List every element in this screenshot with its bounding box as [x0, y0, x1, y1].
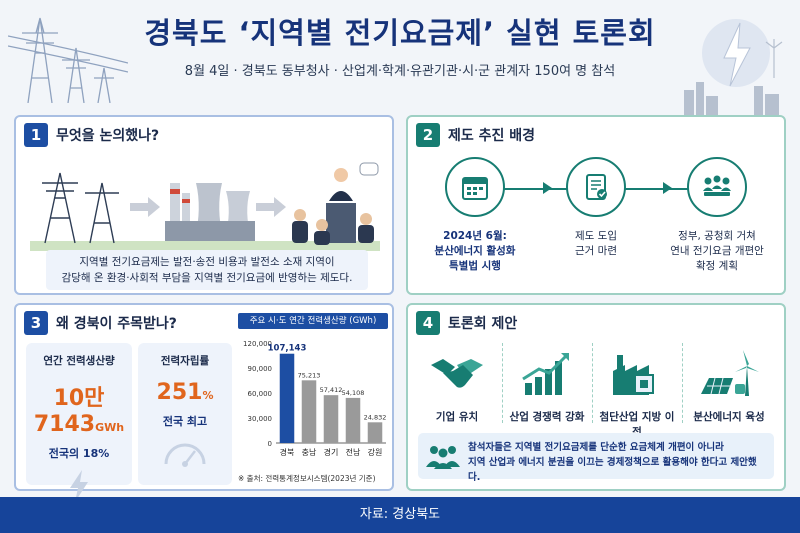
- section-header: 2 제도 추진 배경: [416, 122, 535, 148]
- power-tower-decoration: [8, 17, 128, 103]
- bar-value-label: 24,832: [364, 413, 387, 421]
- divider: [502, 343, 503, 423]
- stat-value: 251%: [138, 380, 232, 405]
- section-title: 왜 경북이 주목받나?: [56, 316, 177, 332]
- background-step: 2024년 6월: 분산에너지 활성화 특별법 시행: [420, 157, 530, 274]
- section-header: 3 왜 경북이 주목받나?: [24, 310, 177, 336]
- lightning-icon: [70, 470, 88, 502]
- bar-value-label: 75,213: [298, 371, 321, 379]
- chart-source-note: ※ 출처: 전력통계정보시스템(2023년 기준): [238, 474, 376, 483]
- x-tick-label: 경기: [324, 447, 339, 457]
- y-tick-label: 120,000: [243, 340, 272, 348]
- calendar-icon: [445, 157, 505, 217]
- proposal-label: 첨단산업 지방 이전: [599, 411, 675, 438]
- page-title: 경북도 ‘지역별 전기요금제’ 실현 토론회: [144, 16, 656, 50]
- bar-value-label: 107,143: [268, 344, 307, 354]
- section-title: 토론회 제안: [448, 316, 518, 332]
- renewable-energy-icon: [688, 343, 770, 403]
- bar: [279, 353, 295, 443]
- step-text: 정부, 공청회 거쳐 연내 전기요금 개편안 확정 계획: [670, 230, 764, 272]
- proposal-item: 산업 경쟁력 강화: [506, 343, 588, 424]
- background-step: 정부, 공청회 거쳐 연내 전기요금 개편안 확정 계획: [662, 157, 772, 274]
- section-title: 무엇을 논의했나?: [56, 128, 160, 144]
- bar: [301, 380, 317, 443]
- proposal-item: 기업 유치: [416, 343, 498, 424]
- stat-self-sufficiency: 전력자립률 251% 전국 최고: [138, 343, 232, 485]
- chart-title: 주요 시·도 연간 전력생산량 (GWh): [238, 313, 388, 329]
- x-tick-label: 전남: [346, 447, 361, 457]
- stat-number: 10만 7143: [33, 386, 105, 437]
- gauge-icon: [164, 443, 206, 467]
- bar: [367, 422, 383, 443]
- source-footer: 자료: 경상북도: [0, 497, 800, 533]
- flow-arrow: [663, 182, 672, 194]
- section-number: 2: [416, 123, 440, 147]
- stat-unit: GWh: [95, 421, 125, 434]
- stat-unit: %: [202, 389, 214, 402]
- y-tick-label: 60,000: [248, 390, 273, 398]
- proposal-item: 첨단산업 지방 이전: [596, 343, 678, 439]
- stat-label: 전력자립률: [160, 355, 210, 367]
- page-subtitle: 8월 4일 · 경북도 동부청사 · 산업계·학계·유관기관·시·군 관계자 1…: [184, 64, 616, 79]
- document-check-icon: [566, 157, 626, 217]
- stat-sub: 전국의 18%: [48, 447, 110, 460]
- stat-label: 연간 전력생산량: [43, 355, 115, 367]
- bar-value-label: 54,108: [342, 389, 365, 397]
- divider: [592, 343, 593, 423]
- description-line: 지역별 전기요금제는 발전·송전 비용과 발전소 소재 지역이: [79, 256, 335, 268]
- factory-chip-icon: [596, 343, 678, 403]
- power-plant-meeting-illustration: [30, 162, 380, 251]
- section-number: 4: [416, 311, 440, 335]
- step-text: 2024년 6월: 분산에너지 활성화 특별법 시행: [434, 230, 516, 272]
- bar-value-label: 57,412: [320, 386, 343, 394]
- section-proposals: 4 토론회 제안 기업 유치 산업 경쟁력 강화 첨단산업 지방 이전 분산에너…: [406, 303, 786, 491]
- handshake-icon: [416, 343, 498, 403]
- section-what-discussed: 1 무엇을 논의했나? 지역별 전기요금제는 발전·송전 비용과 발전소 소재 …: [14, 115, 394, 295]
- description-line: 감당해 온 환경·사회적 부담을 지역별 전기요금에 반영하는 제도다.: [61, 272, 353, 284]
- proposal-line: 지역 산업과 에너지 분권을 이끄는 경제정책으로 활용해야 한다고 제안했다.: [468, 457, 757, 483]
- stat-number: 251: [156, 380, 203, 405]
- stat-value: 10만 7143GWh: [26, 380, 132, 437]
- proposal-summary: 참석자들은 지역별 전기요금제를 단순한 요금체계 개편이 아니라 지역 산업과…: [418, 433, 774, 483]
- proposal-label: 분산에너지 육성: [693, 411, 765, 423]
- background-step: 제도 도입 근거 마련: [541, 157, 651, 259]
- section-background: 2 제도 추진 배경 2024년 6월: 분산에너지 활성화 특별법 시행 제도…: [406, 115, 786, 295]
- section-number: 1: [24, 123, 48, 147]
- bar: [345, 397, 361, 443]
- proposal-label: 기업 유치: [435, 411, 479, 423]
- section-header: 1 무엇을 논의했나?: [24, 122, 159, 148]
- y-tick-label: 0: [268, 440, 272, 448]
- section-title: 제도 추진 배경: [448, 128, 536, 144]
- stat-sub: 전국 최고: [162, 415, 208, 428]
- proposal-line: 참석자들은 지역별 전기요금제를 단순한 요금체계 개편이 아니라: [468, 442, 724, 453]
- step-text: 제도 도입 근거 마련: [575, 230, 617, 257]
- people-icon: [426, 446, 460, 469]
- x-tick-label: 충남: [302, 448, 317, 457]
- y-tick-label: 30,000: [248, 415, 273, 423]
- section-description: 지역별 전기요금제는 발전·송전 비용과 발전소 소재 지역이 감당해 온 환경…: [46, 250, 368, 290]
- x-tick-label: 강원: [368, 447, 383, 457]
- stat-power-production: 연간 전력생산량 10만 7143GWh 전국의 18%: [26, 343, 132, 502]
- lightning-city-decoration: [684, 19, 783, 118]
- flow-arrow: [543, 182, 552, 194]
- proposal-text: 참석자들은 지역별 전기요금제를 단순한 요금체계 개편이 아니라 지역 산업과…: [468, 440, 768, 485]
- y-tick-label: 90,000: [248, 365, 273, 373]
- proposal-label: 산업 경쟁력 강화: [509, 411, 585, 423]
- section-header: 4 토론회 제안: [416, 310, 517, 336]
- proposal-item: 분산에너지 육성: [688, 343, 770, 424]
- meeting-icon: [687, 157, 747, 217]
- growth-chart-icon: [506, 343, 588, 403]
- section-why-gyeongbuk: 3 왜 경북이 주목받나? 연간 전력생산량 10만 7143GWh 전국의 1…: [14, 303, 394, 502]
- divider: [682, 343, 683, 423]
- x-tick-label: 경북: [280, 447, 295, 457]
- section-number: 3: [24, 311, 48, 335]
- bar: [323, 395, 339, 443]
- power-production-chart: 주요 시·도 연간 전력생산량 (GWh) 0 30,000 60,000 90,00…: [238, 313, 388, 485]
